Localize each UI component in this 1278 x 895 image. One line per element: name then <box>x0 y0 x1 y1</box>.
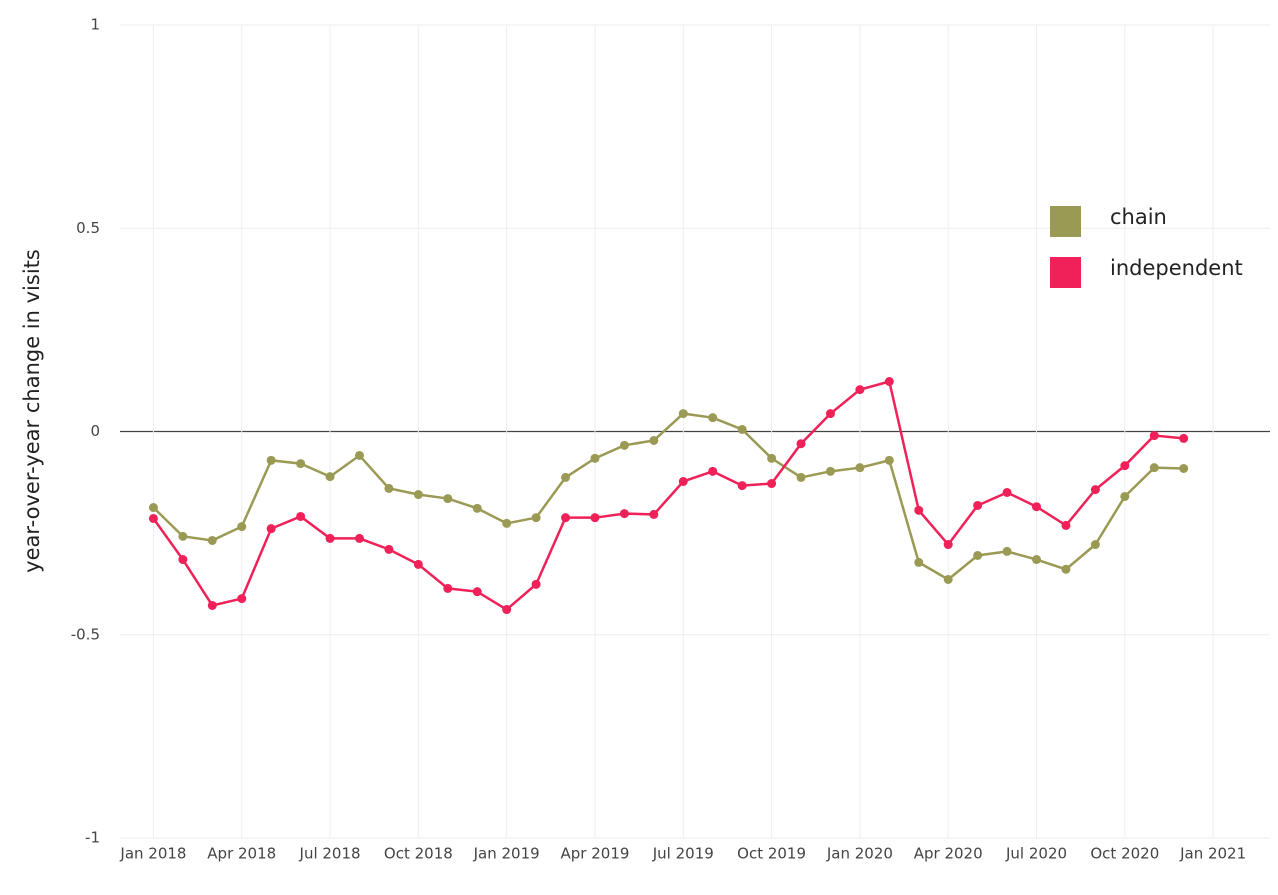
data-point <box>884 377 894 387</box>
y-tick-label: 1 <box>90 16 100 34</box>
data-point <box>649 509 659 519</box>
data-point <box>678 476 688 486</box>
data-point <box>148 513 158 523</box>
data-point <box>796 472 806 482</box>
data-point <box>943 574 953 584</box>
data-point <box>1090 540 1100 550</box>
data-point <box>708 413 718 423</box>
data-point <box>384 483 394 493</box>
data-point <box>325 472 335 482</box>
data-point <box>531 579 541 589</box>
data-point <box>973 550 983 560</box>
x-tick-label: Oct 2020 <box>1090 845 1159 863</box>
data-point <box>914 505 924 515</box>
data-point <box>1002 487 1012 497</box>
data-point <box>1179 433 1189 443</box>
data-point <box>178 531 188 541</box>
data-point <box>354 450 364 460</box>
data-point <box>1061 564 1071 574</box>
data-point <box>737 424 747 434</box>
data-point <box>590 513 600 523</box>
data-point <box>619 440 629 450</box>
data-point <box>178 555 188 565</box>
x-tick-label: Jul 2020 <box>1005 845 1067 863</box>
data-point <box>561 513 571 523</box>
data-point <box>884 455 894 465</box>
data-point <box>531 513 541 523</box>
data-point <box>1179 463 1189 473</box>
data-point <box>1120 461 1130 471</box>
data-point <box>767 479 777 489</box>
data-point <box>855 463 865 473</box>
x-tick-label: Apr 2018 <box>207 845 276 863</box>
data-point <box>502 605 512 615</box>
data-point <box>1149 431 1159 441</box>
y-tick-label: 0 <box>90 422 100 440</box>
data-point <box>708 466 718 476</box>
data-point <box>207 535 217 545</box>
data-point <box>1032 555 1042 565</box>
y-tick-label: -0.5 <box>71 625 100 643</box>
data-point <box>1120 492 1130 502</box>
data-point <box>825 466 835 476</box>
data-point <box>443 494 453 504</box>
data-point <box>1002 546 1012 556</box>
data-point <box>207 600 217 610</box>
x-tick-label: Oct 2018 <box>384 845 453 863</box>
data-point <box>266 524 276 534</box>
x-tick-label: Apr 2020 <box>914 845 983 863</box>
x-tick-label: Jul 2018 <box>299 845 361 863</box>
data-point <box>737 481 747 491</box>
x-tick-label: Jan 2020 <box>826 845 893 863</box>
series-line <box>152 412 1184 581</box>
data-point <box>413 490 423 500</box>
data-point <box>1032 502 1042 512</box>
x-tick-label: Jul 2019 <box>652 845 714 863</box>
data-point <box>678 409 688 419</box>
x-tick-label: Jan 2018 <box>119 845 186 863</box>
data-point <box>619 509 629 519</box>
data-point <box>1149 463 1159 473</box>
data-point <box>825 409 835 419</box>
legend-swatch <box>1050 206 1081 237</box>
data-point <box>561 472 571 482</box>
data-point <box>413 559 423 569</box>
data-point <box>502 518 512 528</box>
data-point <box>767 453 777 463</box>
data-point <box>237 594 247 604</box>
data-point <box>590 453 600 463</box>
data-point <box>914 557 924 567</box>
data-point <box>796 439 806 449</box>
data-point <box>1061 520 1071 530</box>
legend-label: chain <box>1110 205 1167 229</box>
data-point <box>237 522 247 532</box>
y-tick-label: 0.5 <box>76 219 100 237</box>
data-point <box>472 503 482 513</box>
y-tick-label: -1 <box>85 829 100 847</box>
data-point <box>443 583 453 593</box>
legend-label: independent <box>1110 256 1243 280</box>
data-point <box>973 500 983 510</box>
x-tick-label: Jan 2019 <box>473 845 540 863</box>
y-axis-label: year-over-year change in visits <box>20 249 44 573</box>
x-tick-label: Oct 2019 <box>737 845 806 863</box>
data-point <box>384 544 394 554</box>
data-point <box>354 533 364 543</box>
data-point <box>148 503 158 513</box>
series-line <box>152 379 1184 612</box>
data-point <box>943 540 953 550</box>
data-point <box>325 533 335 543</box>
data-point <box>855 385 865 395</box>
x-tick-label: Apr 2019 <box>561 845 630 863</box>
data-point <box>296 511 306 521</box>
data-point <box>266 455 276 465</box>
x-tick-label: Jan 2021 <box>1179 845 1246 863</box>
data-point <box>649 435 659 445</box>
legend-swatch <box>1050 257 1081 288</box>
data-point <box>296 459 306 469</box>
data-point <box>472 587 482 597</box>
data-point <box>1090 485 1100 495</box>
